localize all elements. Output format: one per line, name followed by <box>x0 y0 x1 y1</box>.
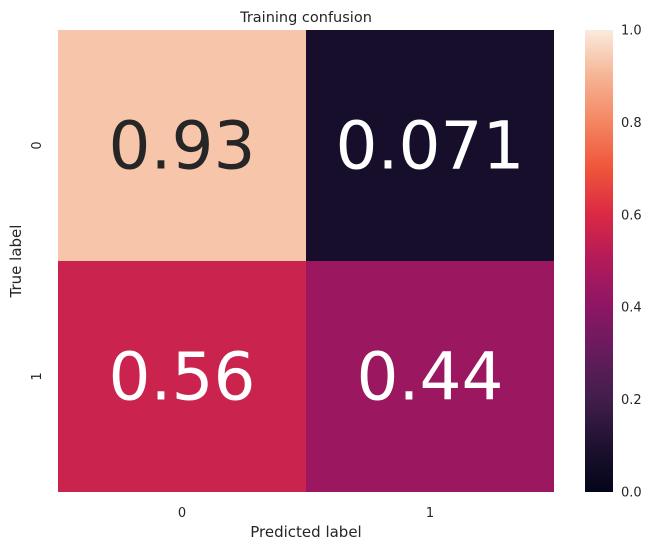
x-axis-label: Predicted label <box>250 523 361 541</box>
cell-annotation-1-0: 0.56 <box>109 339 256 416</box>
heatmap-cells <box>58 30 554 492</box>
heatmap-cell-1-1 <box>306 261 554 492</box>
y-axis-ticks: 01 <box>30 141 45 380</box>
colorbar-tick-label-0: 0.0 <box>621 486 642 501</box>
y-tick-label-1: 1 <box>30 372 45 380</box>
x-tick-label-0: 0 <box>178 506 186 521</box>
heatmap-cell-0-1 <box>306 30 554 261</box>
colorbar-tick-label-1: 0.2 <box>621 393 642 408</box>
y-axis-label: True label <box>7 225 25 299</box>
colorbar-tick-label-5: 1.0 <box>621 24 642 39</box>
colorbar-tick-label-2: 0.4 <box>621 301 642 316</box>
cell-annotation-1-1: 0.44 <box>357 339 504 416</box>
colorbar-ticks: 0.0 0.2 0.4 0.6 0.8 1.0 <box>621 24 642 501</box>
colorbar-tick-label-4: 0.8 <box>621 116 642 131</box>
colorbar-tick-label-3: 0.6 <box>621 208 642 223</box>
heatmap-cell-0-0 <box>58 30 306 261</box>
heatmap-annotations: 0.93 0.071 0.56 0.44 <box>109 108 525 416</box>
colorbar <box>585 30 613 492</box>
cell-annotation-0-0: 0.93 <box>109 108 256 185</box>
x-tick-label-1: 1 <box>426 506 434 521</box>
y-tick-label-0: 0 <box>30 141 45 149</box>
heatmap-cell-1-0 <box>58 261 306 492</box>
chart-title: Training confusion <box>239 10 372 26</box>
cell-annotation-0-1: 0.071 <box>336 108 525 185</box>
